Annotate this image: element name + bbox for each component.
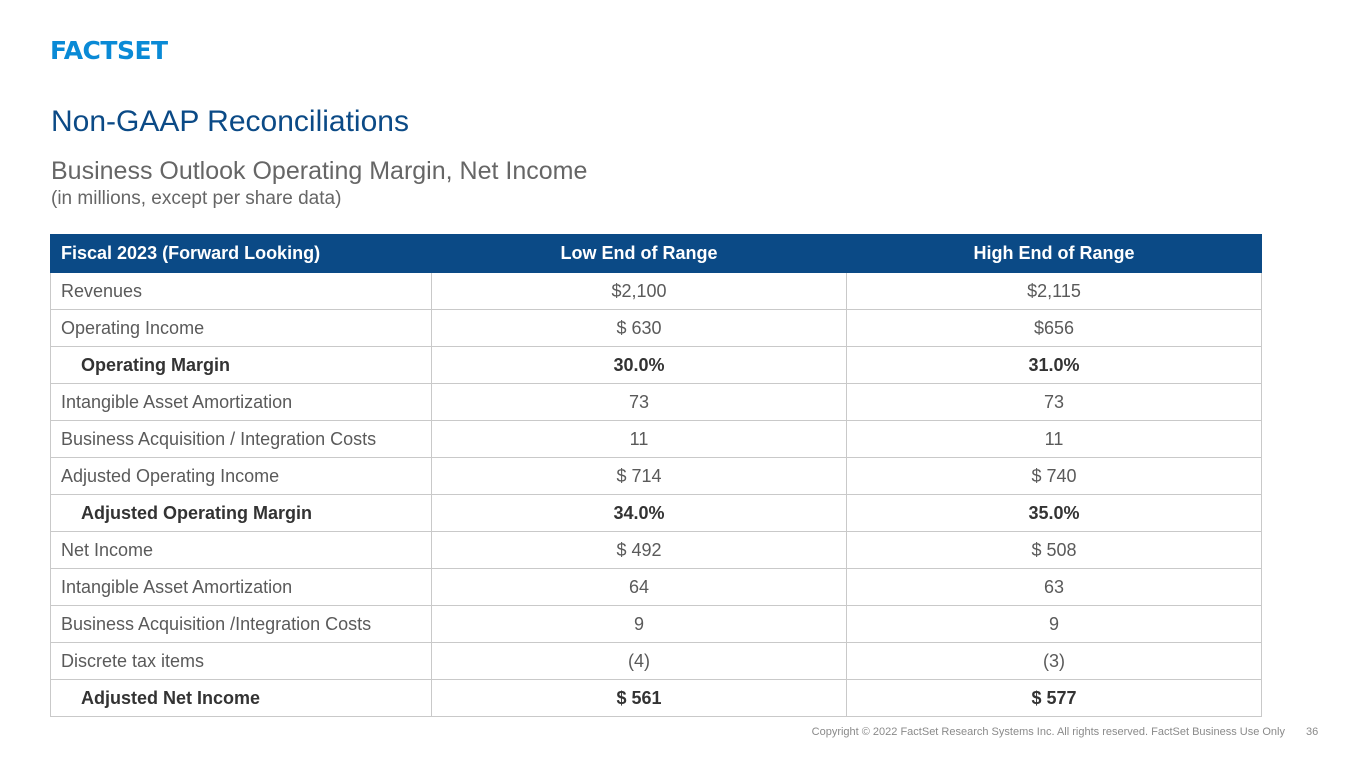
low-end-value: 30.0%	[431, 346, 847, 384]
high-end-value: 63	[846, 568, 1262, 606]
low-end-value: $ 714	[431, 457, 847, 495]
row-label: Net Income	[50, 531, 432, 569]
low-end-value: $2,100	[431, 272, 847, 310]
page-number: 36	[1306, 726, 1319, 738]
page-title: Non-GAAP Reconciliations	[51, 105, 409, 138]
column-header-low: Low End of Range	[431, 234, 847, 273]
column-header-high: High End of Range	[846, 234, 1262, 273]
high-end-value: $656	[846, 309, 1262, 347]
low-end-value: $ 630	[431, 309, 847, 347]
table-row: Intangible Asset Amortization 73 73	[50, 383, 1262, 421]
table-header-row: Fiscal 2023 (Forward Looking) Low End of…	[50, 234, 1262, 273]
low-end-value: $ 561	[431, 679, 847, 717]
row-label: Discrete tax items	[50, 642, 432, 680]
row-label: Operating Margin	[50, 346, 432, 384]
low-end-value: 11	[431, 420, 847, 458]
row-label: Business Acquisition / Integration Costs	[50, 420, 432, 458]
high-end-value: 73	[846, 383, 1262, 421]
table-row: Adjusted Operating Margin 34.0% 35.0%	[50, 494, 1262, 532]
table-row: Adjusted Operating Income $ 714 $ 740	[50, 457, 1262, 495]
table-row: Operating Margin 30.0% 31.0%	[50, 346, 1262, 384]
table-row: Adjusted Net Income $ 561 $ 577	[50, 679, 1262, 717]
low-end-value: 34.0%	[431, 494, 847, 532]
row-label: Adjusted Operating Margin	[50, 494, 432, 532]
table-row: Operating Income $ 630 $656	[50, 309, 1262, 347]
page-subtitle: Business Outlook Operating Margin, Net I…	[51, 157, 588, 185]
copyright-notice: Copyright © 2022 FactSet Research System…	[811, 726, 1285, 738]
high-end-value: $2,115	[846, 272, 1262, 310]
low-end-value: 64	[431, 568, 847, 606]
high-end-value: 35.0%	[846, 494, 1262, 532]
factset-logo: FACTSET	[50, 36, 168, 65]
row-label: Intangible Asset Amortization	[50, 383, 432, 421]
table-row: Net Income $ 492 $ 508	[50, 531, 1262, 569]
table-body: Revenues $2,100 $2,115 Operating Income $ 63…	[50, 272, 1262, 717]
column-header-period: Fiscal 2023 (Forward Looking)	[50, 234, 432, 273]
high-end-value: (3)	[846, 642, 1262, 680]
row-label: Adjusted Operating Income	[50, 457, 432, 495]
low-end-value: $ 492	[431, 531, 847, 569]
reconciliation-table: Fiscal 2023 (Forward Looking) Low End of…	[50, 234, 1262, 717]
low-end-value: 9	[431, 605, 847, 643]
high-end-value: $ 577	[846, 679, 1262, 717]
row-label: Business Acquisition /Integration Costs	[50, 605, 432, 643]
high-end-value: 31.0%	[846, 346, 1262, 384]
row-label: Intangible Asset Amortization	[50, 568, 432, 606]
high-end-value: $ 508	[846, 531, 1262, 569]
high-end-value: 11	[846, 420, 1262, 458]
table-row: Business Acquisition / Integration Costs…	[50, 420, 1262, 458]
units-note: (in millions, except per share data)	[51, 188, 342, 209]
row-label: Revenues	[50, 272, 432, 310]
table-row: Business Acquisition /Integration Costs 9…	[50, 605, 1262, 643]
low-end-value: (4)	[431, 642, 847, 680]
table-row: Revenues $2,100 $2,115	[50, 272, 1262, 310]
high-end-value: $ 740	[846, 457, 1262, 495]
low-end-value: 73	[431, 383, 847, 421]
table-row: Discrete tax items (4) (3)	[50, 642, 1262, 680]
row-label: Adjusted Net Income	[50, 679, 432, 717]
table-row: Intangible Asset Amortization 64 63	[50, 568, 1262, 606]
high-end-value: 9	[846, 605, 1262, 643]
row-label: Operating Income	[50, 309, 432, 347]
